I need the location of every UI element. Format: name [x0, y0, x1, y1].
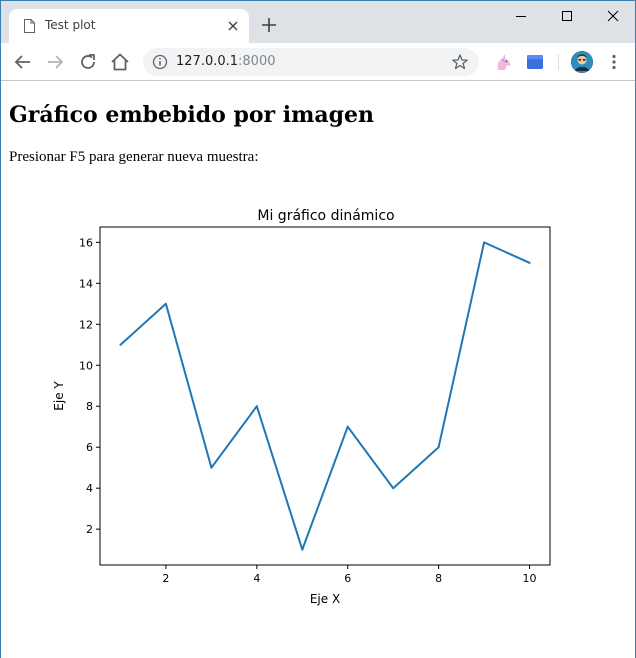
x-tick-label: 4 [253, 572, 260, 585]
new-tab-icon[interactable] [261, 17, 277, 33]
address-bar[interactable]: 127.0.0.1:8000 [143, 48, 479, 76]
page-instruction: Presionar F5 para generar nueva muestra: [9, 149, 259, 165]
profile-avatar[interactable] [571, 51, 593, 73]
home-icon[interactable] [109, 51, 131, 73]
y-tick-label: 16 [79, 236, 93, 249]
data-point [528, 261, 531, 264]
tab-title: Test plot [45, 18, 96, 32]
info-icon[interactable] [152, 54, 168, 70]
x-tick-label: 6 [344, 572, 351, 585]
chart-title: Mi gráfico dinámico [257, 208, 394, 224]
close-tab-icon[interactable] [225, 18, 241, 34]
data-point [255, 405, 258, 408]
plot-area [99, 226, 551, 566]
minimize-icon[interactable] [498, 1, 544, 31]
close-window-icon[interactable] [590, 1, 636, 31]
more-options-icon[interactable] [605, 53, 623, 71]
data-point [119, 343, 122, 346]
x-axis: 2 4 6 8 10 [162, 565, 537, 585]
x-tick-label: 2 [162, 572, 169, 585]
extension-icon[interactable] [525, 52, 545, 72]
maximize-icon[interactable] [544, 1, 590, 31]
data-points [119, 241, 531, 551]
page-heading: Gráfico embebido por imagen [9, 102, 375, 128]
data-point [210, 466, 213, 469]
data-point [437, 446, 440, 449]
tab-test-plot[interactable]: Test plot [9, 9, 249, 43]
document-icon [24, 19, 35, 33]
reload-icon[interactable] [77, 51, 99, 73]
unicorn-extension-icon[interactable] [492, 52, 514, 72]
y-axis-label: Eje Y [52, 381, 66, 411]
y-tick-label: 4 [86, 482, 93, 495]
browser-toolbar: 127.0.0.1:8000 [1, 43, 635, 81]
tab-strip: Test plot [1, 1, 635, 43]
y-tick-label: 14 [79, 277, 93, 290]
data-point [301, 548, 304, 551]
x-tick-label: 8 [435, 572, 442, 585]
data-point [483, 241, 486, 244]
back-arrow-icon[interactable] [12, 51, 34, 73]
x-axis-label: Eje X [310, 592, 340, 606]
data-point [392, 487, 395, 490]
y-tick-label: 2 [86, 523, 93, 536]
x-tick-label: 10 [523, 572, 537, 585]
data-point [164, 302, 167, 305]
url-text[interactable]: 127.0.0.1:8000 [176, 54, 276, 69]
y-tick-label: 10 [79, 359, 93, 372]
y-tick-label: 8 [86, 400, 93, 413]
forward-arrow-icon[interactable] [44, 51, 66, 73]
profile-avatar-icon [571, 51, 593, 73]
series-line [119, 241, 530, 551]
page-content: Gráfico embebido por imagen Presionar F5… [1, 82, 635, 658]
y-tick-label: 12 [79, 318, 93, 331]
data-point [346, 425, 349, 428]
url-port: :8000 [238, 54, 276, 69]
y-axis: 2 4 6 8 10 12 14 16 [79, 236, 100, 536]
url-host: 127.0.0.1 [176, 54, 239, 69]
toolbar-separator [558, 54, 559, 70]
y-tick-label: 6 [86, 441, 93, 454]
bookmark-star-icon[interactable] [451, 53, 469, 71]
